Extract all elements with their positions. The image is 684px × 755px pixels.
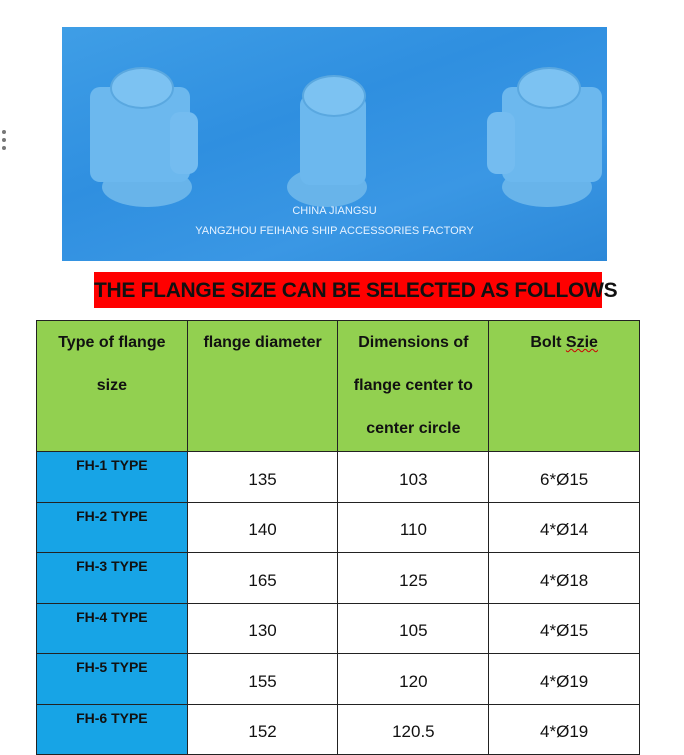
table-row: FH-4 TYPE 130 105 4*Ø15 [36,602,640,654]
cell-type: FH-4 TYPE [36,602,188,654]
cell-center-circle: 125 [337,552,490,604]
header-bolt-size: Bolt Szie [488,320,640,452]
table-row: FH-5 TYPE 155 120 4*Ø19 [36,653,640,705]
more-options-handle[interactable] [2,130,8,154]
table-row: FH-1 TYPE 135 103 6*Ø15 [36,451,640,503]
cell-center-circle: 105 [337,602,490,654]
cell-type: FH-6 TYPE [36,703,188,755]
cell-type: FH-5 TYPE [36,653,188,705]
photo-caption-location: CHINA JIANGSU [292,205,377,217]
cell-type: FH-2 TYPE [36,501,188,553]
table-header-row: Type of flange size flange diameter Dimen… [36,320,640,452]
header-dimensions: Dimensions of flange center to center circ… [337,320,490,452]
cell-diameter: 165 [186,552,339,604]
cell-bolt-size: 4*Ø15 [488,602,640,654]
table-row: FH-6 TYPE 152 120.5 4*Ø19 [36,703,640,755]
header-type: Type of flange size [36,320,188,452]
cell-diameter: 130 [186,602,339,654]
cell-bolt-size: 4*Ø19 [488,653,640,705]
cell-center-circle: 110 [337,501,490,553]
cell-center-circle: 120.5 [337,703,490,755]
cell-center-circle: 103 [337,451,490,503]
table-row: FH-3 TYPE 165 125 4*Ø18 [36,552,640,604]
cell-bolt-size: 6*Ø15 [488,451,640,503]
cell-diameter: 140 [186,501,339,553]
table-row: FH-2 TYPE 140 110 4*Ø14 [36,501,640,553]
cell-diameter: 155 [186,653,339,705]
cell-diameter: 152 [186,703,339,755]
section-banner: THE FLANGE SIZE CAN BE SELECTED AS FOLLO… [94,272,618,308]
cell-center-circle: 120 [337,653,490,705]
product-photo: CHINA JIANGSU YANGZHOU FEIHANG SHIP ACCE… [62,27,607,261]
header-diameter: flange diameter [186,320,339,452]
cell-bolt-size: 4*Ø18 [488,552,640,604]
flange-size-table: Type of flange size flange diameter Dimen… [36,320,640,755]
cell-bolt-size: 4*Ø14 [488,501,640,553]
cell-type: FH-3 TYPE [36,552,188,604]
cell-bolt-size: 4*Ø19 [488,703,640,755]
photo-caption-factory: YANGZHOU FEIHANG SHIP ACCESSORIES FACTOR… [195,225,474,237]
cell-diameter: 135 [186,451,339,503]
cell-type: FH-1 TYPE [36,451,188,503]
